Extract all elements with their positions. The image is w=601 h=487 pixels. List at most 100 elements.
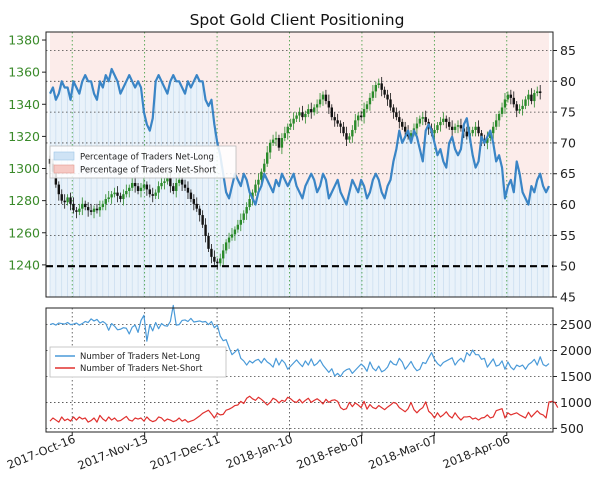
candle-body <box>318 99 322 105</box>
candle-body <box>280 138 284 148</box>
candle-body <box>69 197 72 204</box>
candle-body <box>383 89 386 95</box>
candle-body <box>359 115 363 118</box>
candle-body <box>166 178 169 182</box>
candle-body <box>433 129 436 134</box>
top-legend: Percentage of Traders Net-Long Percentage… <box>49 145 237 179</box>
candle-body <box>401 121 404 127</box>
pct-tick-label: 80 <box>560 74 576 89</box>
candle-body <box>86 207 90 211</box>
candle-body <box>210 248 213 257</box>
count-tick-label: 2500 <box>560 317 592 332</box>
candle-body <box>101 203 105 208</box>
candle-body <box>403 126 407 132</box>
candle-body <box>348 136 351 140</box>
candle-body <box>477 126 480 134</box>
candle-body <box>307 109 310 114</box>
candle-body <box>268 142 272 153</box>
candle-body <box>409 133 413 137</box>
price-tick-label: 1380 <box>8 33 40 48</box>
candle-body <box>271 139 275 143</box>
candle-body <box>494 120 498 127</box>
candle-body <box>192 199 196 204</box>
candle-body <box>136 186 140 191</box>
candle-body <box>497 113 501 121</box>
candle-body <box>177 179 181 183</box>
candle-body <box>148 189 151 195</box>
candle-body <box>151 194 154 196</box>
candle-body <box>216 261 219 264</box>
candle-body <box>233 229 237 235</box>
candle-body <box>286 126 289 134</box>
candle-body <box>78 208 81 212</box>
count-tick-label: 1000 <box>560 395 592 410</box>
candle-body <box>398 117 401 122</box>
candle-body <box>157 186 160 193</box>
candle-body <box>456 125 460 127</box>
candle-body <box>84 203 87 208</box>
pct-tick-label: 55 <box>560 228 576 243</box>
candle-body <box>424 117 427 122</box>
candle-body <box>154 192 157 196</box>
candle-body <box>236 224 240 230</box>
candle-body <box>60 194 63 201</box>
candle-body <box>445 118 448 122</box>
x-tick-label: 2018-Apr-06 <box>441 432 512 472</box>
candle-body <box>128 187 131 191</box>
candle-body <box>536 91 539 94</box>
candle-body <box>371 91 375 98</box>
candle-body <box>533 93 536 102</box>
candle-body <box>160 182 163 187</box>
candle-body <box>503 99 507 108</box>
chart-title: Spot Gold Client Positioning <box>190 11 405 29</box>
candle-body <box>274 138 278 140</box>
top-plot-frame <box>45 31 554 298</box>
candle-body <box>277 138 281 148</box>
candle-body <box>304 113 307 118</box>
candle-body <box>66 197 69 203</box>
candle-body <box>201 215 204 225</box>
candle-body <box>133 182 137 187</box>
candle-body <box>213 256 216 262</box>
legend-label: Number of Traders Net-Short <box>80 364 203 374</box>
candle-body <box>509 94 513 98</box>
candle-body <box>57 184 61 195</box>
pct-tick-label: 50 <box>560 259 576 274</box>
candle-body <box>330 107 333 118</box>
candle-body <box>312 107 316 113</box>
candle-body <box>310 109 313 113</box>
price-tick-label: 1300 <box>8 161 40 176</box>
candle-body <box>175 182 178 191</box>
price-tick-label: 1280 <box>8 193 40 208</box>
candle-body <box>351 129 354 137</box>
bottom-panel: 500 1000 1500 2000 2500 Number of Traders Net… <box>45 304 592 436</box>
price-tick-label: 1240 <box>8 257 40 272</box>
candle-body <box>95 208 99 211</box>
candle-body <box>98 207 102 211</box>
candle-body <box>110 194 113 198</box>
candle-body <box>289 123 292 127</box>
candle-body <box>492 126 495 134</box>
candle-body <box>245 207 248 214</box>
candle-body <box>224 242 228 251</box>
candle-body <box>538 91 542 94</box>
candle-body <box>374 85 378 92</box>
candle-body <box>142 184 146 188</box>
candle-body <box>145 184 149 190</box>
candle-body <box>465 131 469 137</box>
candle-body <box>324 94 328 102</box>
top-panel: 1240 1260 1280 1300 1320 1340 1360 1380 45 50 55 60… <box>8 31 576 305</box>
candle-body <box>113 192 116 195</box>
candle-body <box>254 184 257 193</box>
candle-body <box>489 133 492 138</box>
candle-body <box>63 200 66 203</box>
candle-body <box>183 184 187 188</box>
x-tick-label: 2018-Jan-10 <box>224 432 295 471</box>
price-tick-label: 1360 <box>8 65 40 80</box>
candle-body <box>459 125 463 129</box>
candle-body <box>219 258 222 264</box>
candle-body <box>207 235 210 249</box>
legend-swatch <box>53 164 75 174</box>
